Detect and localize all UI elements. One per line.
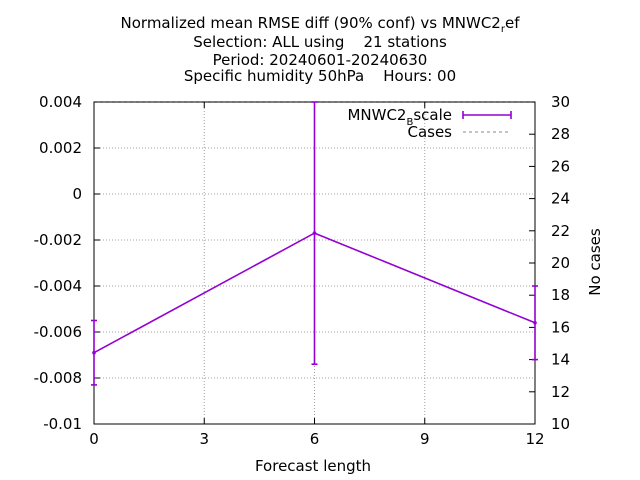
y-tick-label: -0.004: [34, 277, 82, 295]
chart-title-line-4: Specific humidity 50hPa Hours: 00: [183, 67, 457, 85]
y2-axis-label: No cases: [586, 228, 604, 296]
legend-sample-main: [462, 111, 512, 119]
y2-tick-label: 24: [551, 190, 570, 208]
y2-tick-label: 10: [551, 415, 570, 433]
legend-main-prefix: MNWC2: [347, 106, 406, 124]
x-tick-label: 9: [420, 430, 430, 448]
chart-title-line-2: Selection: ALL using 21 stations: [193, 33, 447, 51]
data-point: [312, 231, 317, 235]
axis-ticks: 0 3 6 9 12 0.004 0.002 0 -0.002 -0.004 -0.006 -0.00…: [34, 93, 570, 448]
chart-title-line-3: Period: 20240601-20240630: [212, 51, 428, 69]
y2-tick-label: 12: [551, 383, 570, 401]
y-tick-label: -0.01: [43, 415, 82, 433]
legend-main-suffix: scale: [413, 106, 452, 124]
y2-tick-label: 20: [551, 254, 570, 272]
y-tick-label: -0.002: [34, 231, 82, 249]
y2-tick-label: 28: [551, 125, 570, 143]
x-axis-label: Forecast length: [255, 457, 371, 475]
y-tick-label: -0.008: [34, 369, 82, 387]
main-series: [91, 101, 538, 386]
x-tick-label: 3: [199, 430, 209, 448]
chart-title-line-1: Normalized mean RMSE diff (90% conf) vs …: [0, 14, 640, 39]
y2-tick-label: 14: [551, 351, 570, 369]
title-subscript: r: [500, 24, 505, 35]
y-tick-label: 0: [72, 185, 82, 203]
y2-tick-label: 26: [551, 157, 570, 175]
title-suffix: ef: [504, 14, 520, 32]
title-prefix: Normalized mean RMSE diff (90% conf) vs …: [120, 14, 501, 32]
x-tick-label: 0: [89, 430, 99, 448]
legend-main-subscript: B: [406, 117, 413, 128]
legend-label-cases: Cases: [407, 123, 452, 141]
y2-tick-label: 18: [551, 286, 570, 304]
data-point: [92, 350, 96, 355]
y-tick-label: 0.002: [39, 139, 82, 157]
data-point: [533, 321, 537, 325]
legend: MNWC2Bscale Cases: [347, 106, 512, 141]
y2-tick-label: 30: [551, 93, 570, 111]
y-tick-label: -0.006: [34, 323, 82, 341]
legend-label-main: MNWC2Bscale: [347, 106, 452, 128]
x-tick-label: 6: [310, 430, 320, 448]
x-tick-label: 12: [525, 430, 544, 448]
y2-tick-label: 16: [551, 318, 570, 336]
y2-tick-label: 22: [551, 222, 570, 240]
y-tick-label: 0.004: [39, 93, 82, 111]
